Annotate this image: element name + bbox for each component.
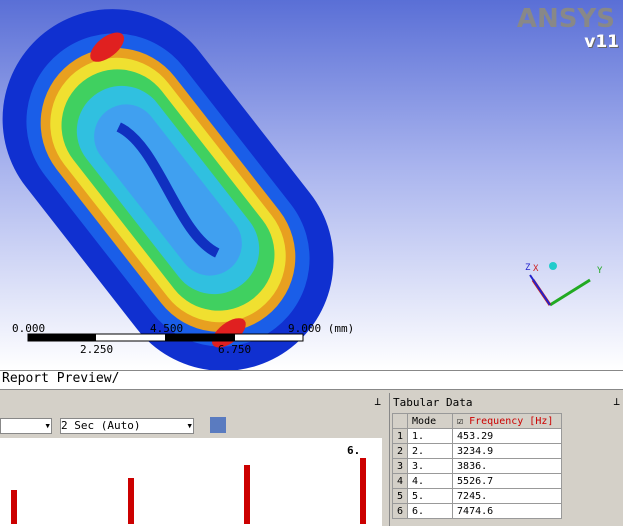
table-cell: 1. xyxy=(407,428,454,444)
table-row[interactable]: 5 5. 7245. xyxy=(391,488,563,504)
table-cell: 3. xyxy=(407,458,454,474)
table-cell: 5 xyxy=(391,488,409,504)
table-cell: 1 xyxy=(391,428,409,444)
triad-label: Z xyxy=(525,263,531,273)
column-header: Mode xyxy=(407,413,454,429)
table-row[interactable]: 3 3. 3836. xyxy=(391,458,563,474)
model xyxy=(2,9,591,370)
triad-label: Y xyxy=(597,266,603,276)
viewport[interactable]: ANSYS v11 0.000 4.500 9.000 (mm) 2.250 6… xyxy=(0,0,623,370)
table-cell: 2. xyxy=(407,443,454,459)
table-cell: 4. xyxy=(407,473,454,489)
logo: ANSYS xyxy=(516,4,615,34)
table-cell: 453.29 xyxy=(452,428,563,444)
pin[interactable]: ⊥ xyxy=(613,395,620,408)
table-cell: 7245. xyxy=(452,488,563,504)
graph-panel: ⊥ ▾ 2 Sec (Auto) ▾ 6. xyxy=(0,393,385,526)
scale-label: 4.500 xyxy=(150,322,184,335)
table-cell: 7474.6 xyxy=(452,503,563,519)
scale-label: 0.000 xyxy=(12,322,46,335)
table-row[interactable]: 4 4. 5526.7 xyxy=(391,473,563,489)
bar xyxy=(128,478,134,524)
table-cell: 6. xyxy=(407,503,454,519)
icon[interactable] xyxy=(210,417,226,433)
version: v11 xyxy=(584,32,619,52)
table-cell: 3234.9 xyxy=(452,443,563,459)
scale-label: 6.750 xyxy=(218,343,252,356)
table-cell: 5. xyxy=(407,488,454,504)
bar xyxy=(360,458,366,524)
table-row[interactable]: 6 6. 7474.6 xyxy=(391,503,563,519)
table-cell: 3 xyxy=(391,458,409,474)
chart-area: 6. xyxy=(0,438,382,526)
table-cell: 5526.7 xyxy=(452,473,563,489)
table-cell: 4 xyxy=(391,473,409,489)
table-cell: 6 xyxy=(391,503,409,519)
dropdown-text: 2 Sec (Auto) xyxy=(61,419,141,432)
tabular-panel: Tabular Data ⊥ Mode ☑ Frequency [Hz] 1 1.… xyxy=(389,393,623,526)
bar xyxy=(244,465,250,524)
table-cell: 2 xyxy=(391,443,409,459)
tab[interactable]: Report Preview/ xyxy=(2,371,120,386)
table-row[interactable]: 1 1. 453.29 xyxy=(391,428,563,444)
table: Mode ☑ Frequency [Hz] 1 1. 453.29 2 2. 3234.9… xyxy=(391,413,563,519)
marker: 6. xyxy=(347,444,361,457)
scale-label: 9.000 (mm) xyxy=(288,322,355,335)
column-header: Frequency [Hz] xyxy=(469,415,554,427)
triad-label: X xyxy=(533,264,539,274)
dropdown[interactable]: 2 Sec (Auto) ▾ xyxy=(60,418,194,434)
pin[interactable]: ⊥ xyxy=(374,395,381,408)
tab-bar: Report Preview/ xyxy=(0,370,623,390)
bar xyxy=(11,490,17,524)
panel-title: Tabular Data xyxy=(393,396,473,409)
table-row[interactable]: 2 2. 3234.9 xyxy=(391,443,563,459)
table-cell: 3836. xyxy=(452,458,563,474)
dropdown[interactable]: ▾ xyxy=(0,418,52,434)
scale-label: 2.250 xyxy=(80,343,114,356)
